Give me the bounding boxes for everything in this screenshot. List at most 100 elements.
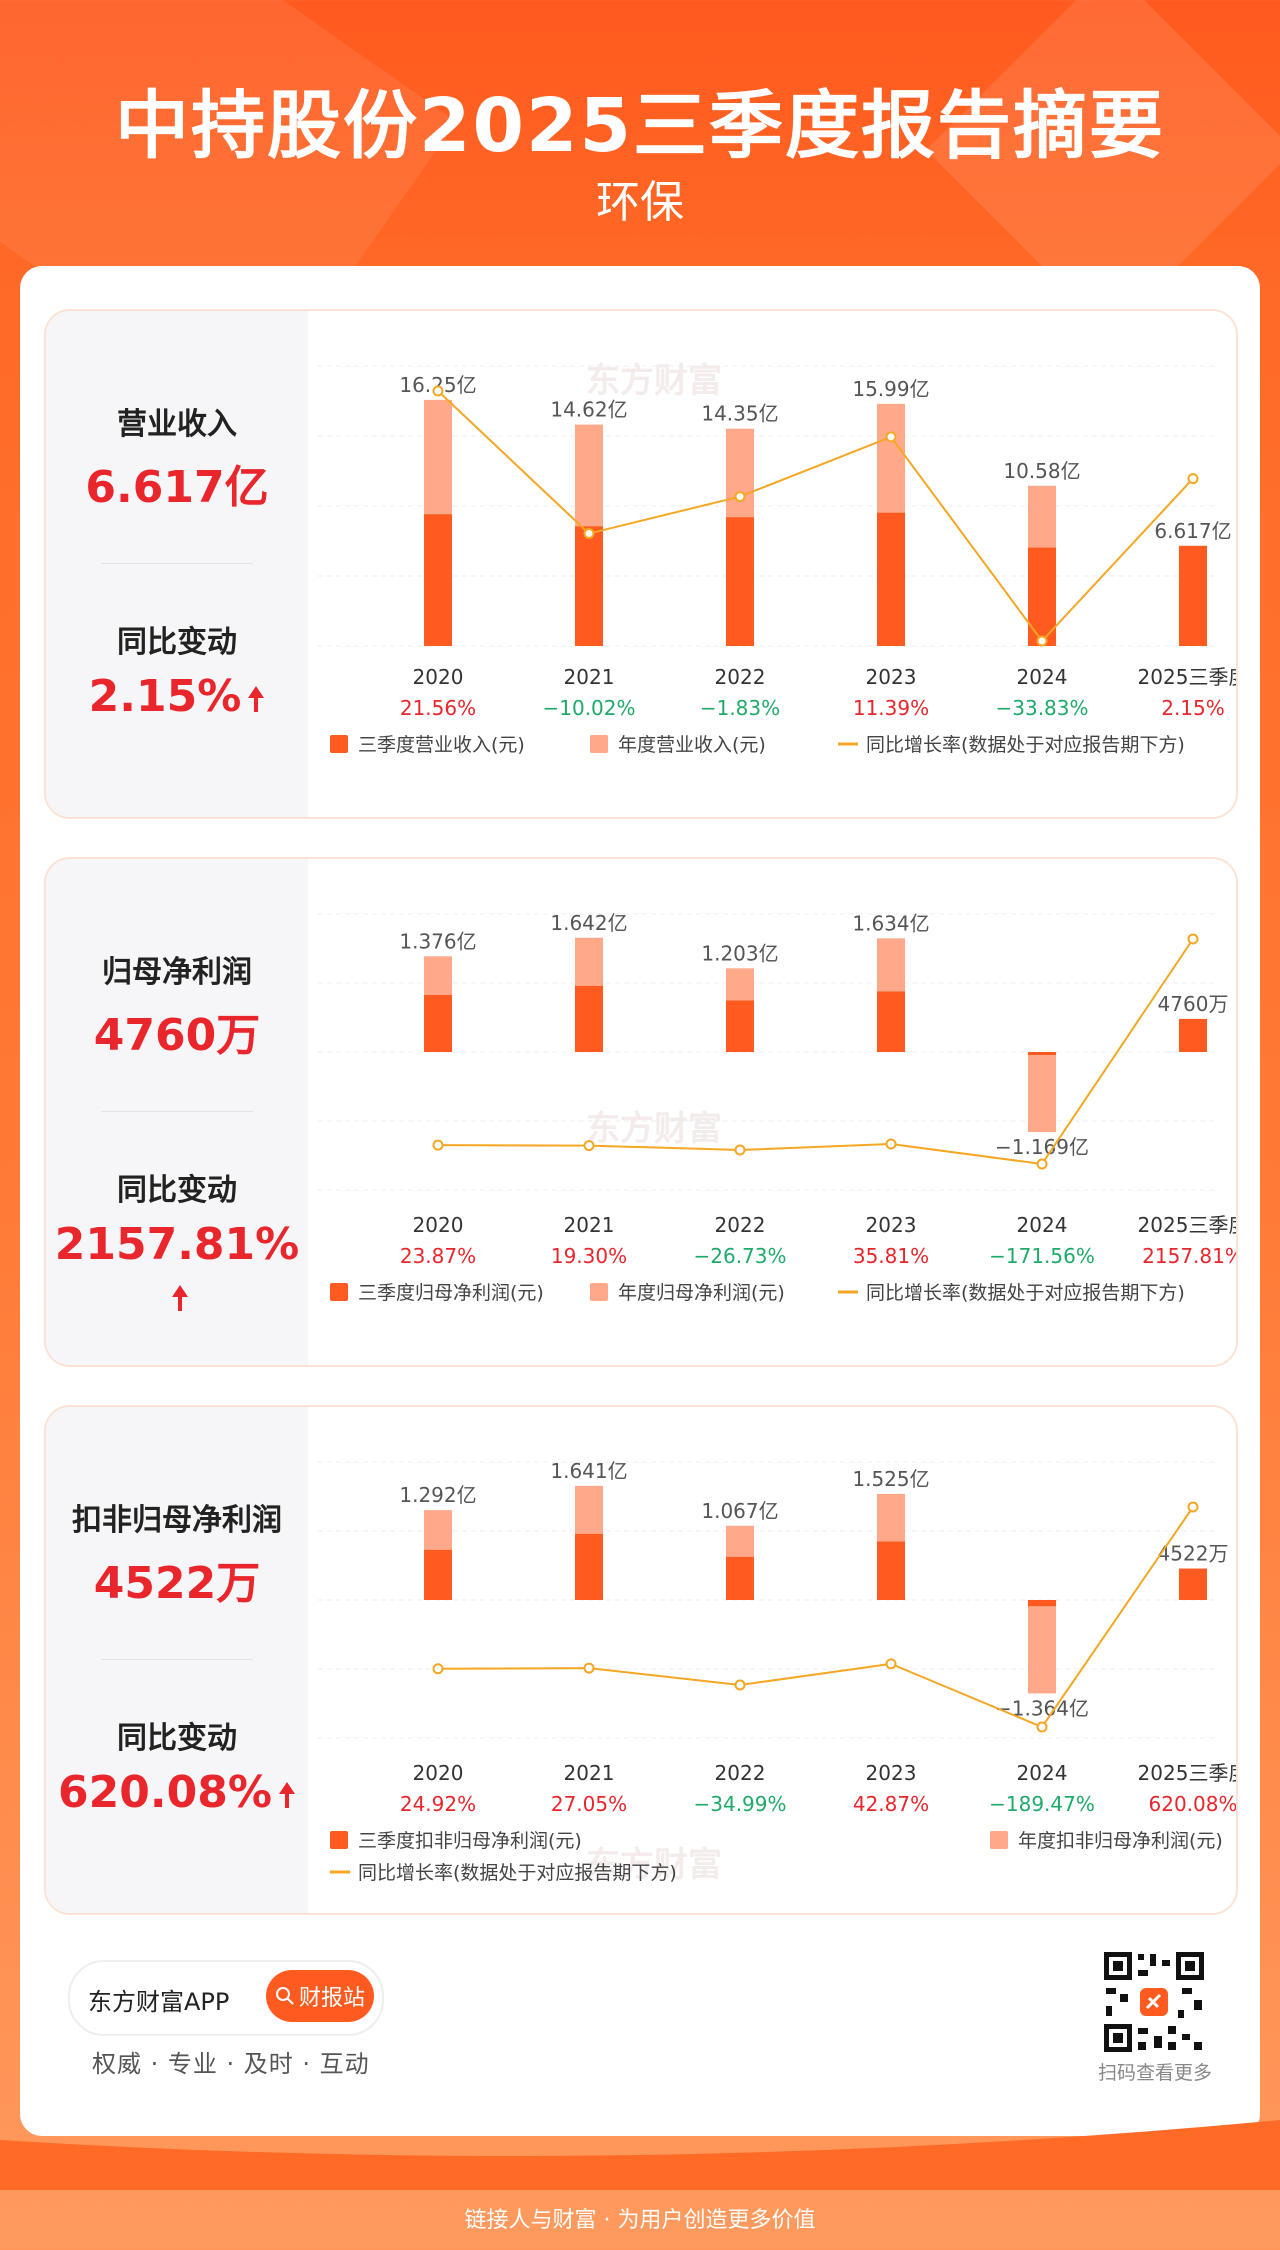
category-label: 2024 (1017, 1213, 1068, 1237)
legend-label: 年度归母净利润(元) (618, 1282, 785, 1304)
growth-label: −171.56% (989, 1244, 1095, 1268)
category-label: 2025三季度 (1138, 665, 1236, 689)
growth-point (885, 431, 897, 443)
arrow-up-icon (248, 686, 265, 712)
legend-swatch (330, 735, 348, 753)
growth-line (437, 1506, 1194, 1729)
page-subtitle: 环保 (596, 177, 684, 228)
legend-swatch (330, 1283, 348, 1301)
qr-label: 扫码查看更多 (1097, 2062, 1212, 2084)
growth-point (885, 1138, 897, 1150)
bar-value-label: 1.376亿 (399, 929, 476, 953)
growth-label: 11.39% (853, 696, 929, 720)
growth-label: −10.02% (542, 696, 635, 720)
change-value: 620.08% (46, 1767, 308, 1818)
growth-point (734, 1144, 746, 1156)
brand-search-pill[interactable]: 东方财富APP 财报站 (68, 1960, 384, 2036)
bar-value-label: 14.62亿 (550, 398, 627, 422)
bar-value-label: 15.99亿 (852, 377, 929, 401)
bar-value-label: 1.292亿 (399, 1483, 476, 1507)
revenue-chart: 16.25亿202021.56%14.62亿2021−10.02%14.35亿2… (318, 365, 1236, 756)
growth-point (885, 1658, 897, 1670)
category-label: 2023 (866, 1761, 917, 1785)
change-value-text: 620.08% (58, 1767, 272, 1818)
growth-point (432, 385, 444, 397)
legend-swatch (990, 1831, 1008, 1849)
bar-value-label: 6.617亿 (1154, 519, 1231, 543)
growth-point (432, 1663, 444, 1675)
growth-line (437, 938, 1194, 1166)
bar-value-label: 4760万 (1158, 992, 1229, 1016)
bar-value-label: 1.067亿 (701, 1499, 778, 1523)
metric-value: 4760万 (93, 1010, 261, 1061)
revenue-panel: 营业收入 6.617亿 同比变动 2.15% 东方财富 16.25亿 2020 21… (44, 309, 1238, 819)
legend-label: 三季度扣非归母净利润(元) (358, 1830, 582, 1852)
legend-swatch (330, 1831, 348, 1849)
q3-bar (1179, 1568, 1207, 1600)
legend-label: 年度营业收入(元) (618, 734, 766, 756)
growth-point (1036, 1721, 1048, 1733)
legend-label: 三季度归母净利润(元) (358, 1282, 544, 1304)
category-label: 2020 (413, 1213, 464, 1237)
q3-bar (575, 1533, 603, 1600)
growth-point (583, 1140, 595, 1152)
change-value-text: 2157.81% (54, 1219, 300, 1270)
category-label: 2021 (564, 1213, 615, 1237)
category-label: 2022 (715, 1213, 766, 1237)
category-label: 2024 (1017, 665, 1068, 689)
report-station-label: 财报站 (298, 1986, 365, 2011)
category-label: 2021 (564, 1761, 615, 1785)
growth-point (1036, 635, 1048, 647)
q3-bar (424, 514, 452, 646)
watermark: 东方财富 (586, 361, 722, 401)
growth-point (734, 491, 746, 503)
bar-value-label: 1.641亿 (550, 1459, 627, 1483)
footer-wave (0, 2120, 1280, 2190)
category-label: 2025三季度 (1138, 1213, 1236, 1237)
growth-label: 19.30% (551, 1244, 627, 1268)
growth-label: −189.47% (989, 1792, 1095, 1816)
growth-point (583, 1662, 595, 1674)
category-label: 2025三季度 (1138, 1761, 1236, 1785)
bar-value-label: −1.364亿 (995, 1696, 1089, 1720)
bar-value-label: 14.35亿 (701, 402, 778, 426)
legend-label: 同比增长率(数据处于对应报告期下方) (866, 734, 1185, 756)
deducted-profit-panel: 扣非归母净利润 4522万 同比变动 620.08% 东方财富 1.292亿 20… (44, 1405, 1238, 1915)
growth-label: 620.08% (1149, 1792, 1236, 1816)
category-label: 2023 (866, 665, 917, 689)
bar-value-label: 1.634亿 (852, 911, 929, 935)
annual-bar (1028, 1600, 1056, 1694)
brand-name: 东方财富APP (88, 1988, 230, 2016)
change-label: 同比变动 (117, 625, 237, 660)
report-station-button[interactable]: 财报站 (266, 1970, 374, 2022)
metric-summary: 归母净利润 4760万 同比变动 2157.81% (46, 859, 308, 1365)
growth-label: −33.83% (995, 696, 1088, 720)
category-label: 2023 (866, 1213, 917, 1237)
q3-bar (1179, 1018, 1207, 1052)
change-value-text: 2.15% (88, 671, 242, 722)
growth-label: 24.92% (400, 1792, 476, 1816)
legend-label: 三季度营业收入(元) (358, 734, 525, 756)
q3-bar (1179, 545, 1207, 646)
growth-label: 2.15% (1161, 696, 1225, 720)
growth-line (437, 390, 1194, 643)
legend-swatch (590, 735, 608, 753)
growth-label: 23.87% (400, 1244, 476, 1268)
metric-summary: 营业收入 6.617亿 同比变动 2.15% (46, 311, 308, 817)
q3-bar (877, 512, 905, 646)
growth-label: 2157.81% (1142, 1244, 1236, 1268)
growth-point (1187, 933, 1199, 945)
growth-point (1036, 1158, 1048, 1170)
arrow-up-icon (278, 1782, 295, 1808)
qr-code-icon[interactable] (1102, 1950, 1206, 2054)
legend-label: 同比增长率(数据处于对应报告期下方) (866, 1282, 1185, 1304)
arrow-up-icon (172, 1285, 188, 1311)
category-label: 2022 (715, 1761, 766, 1785)
q3-bar (726, 517, 754, 646)
change-label: 同比变动 (117, 1721, 237, 1756)
bar-value-label: 4522万 (1158, 1542, 1229, 1566)
net-profit-panel: 归母净利润 4760万 同比变动 2157.81% 东方财富 1.376亿 202… (44, 857, 1238, 1367)
tagline: 权威 · 专业 · 及时 · 互动 (92, 2050, 370, 2078)
q3-bar (424, 1549, 452, 1600)
growth-label: 21.56% (400, 696, 476, 720)
